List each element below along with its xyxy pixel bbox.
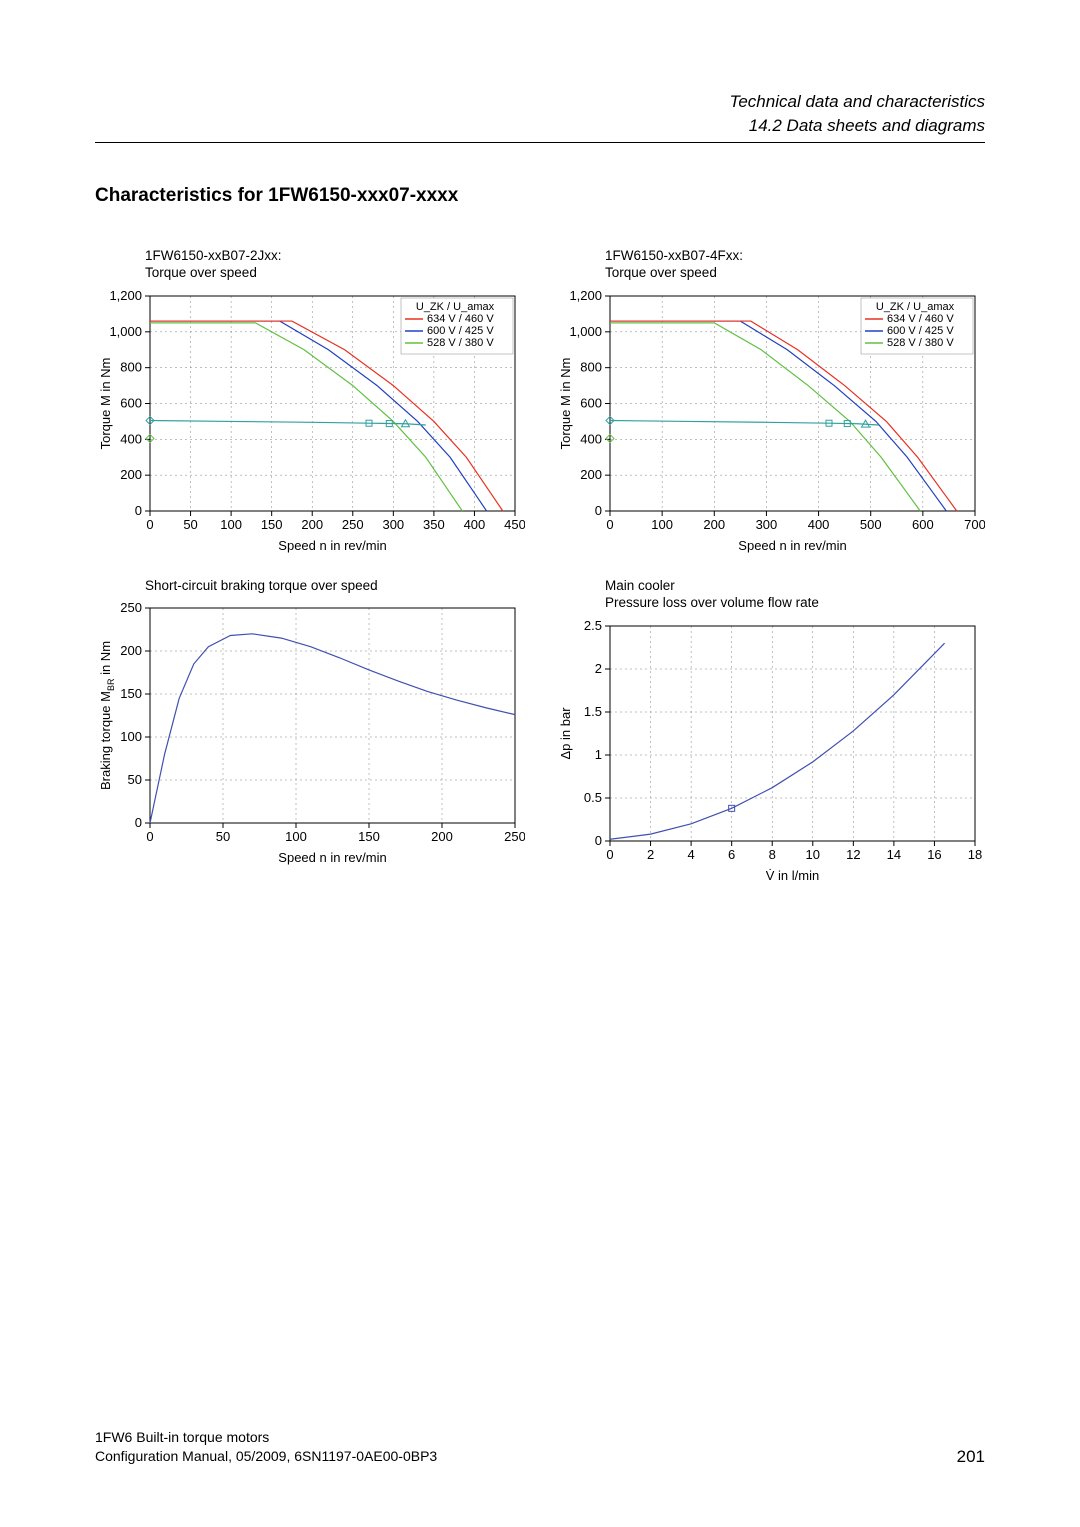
svg-text:800: 800 [580, 359, 602, 374]
svg-text:0: 0 [606, 517, 613, 532]
svg-text:150: 150 [261, 517, 283, 532]
svg-text:0: 0 [146, 829, 153, 844]
svg-text:16: 16 [927, 847, 941, 862]
svg-text:200: 200 [120, 643, 142, 658]
svg-text:200: 200 [580, 467, 602, 482]
svg-text:50: 50 [183, 517, 197, 532]
svg-text:150: 150 [120, 686, 142, 701]
svg-text:600: 600 [912, 517, 934, 532]
svg-text:0: 0 [135, 503, 142, 518]
svg-text:U_ZK / U_amax: U_ZK / U_amax [876, 301, 955, 313]
svg-text:V̇ in l/min: V̇ in l/min [766, 868, 819, 883]
svg-text:Speed n in rev/min: Speed n in rev/min [278, 538, 386, 553]
svg-text:Δp in bar: Δp in bar [558, 706, 573, 759]
chart3-svg: 0 50 100 150 200 250 0 50 100 150 200 250 Speed n in… [95, 598, 525, 868]
svg-text:0: 0 [606, 847, 613, 862]
header-rule [95, 142, 985, 143]
svg-text:0: 0 [595, 833, 602, 848]
svg-text:100: 100 [120, 729, 142, 744]
page-title: Characteristics for 1FW6150-xxx07-xxxx [95, 185, 985, 207]
chart-torque-speed-2j: 1FW6150-xxB07-2Jxx: Torque over speed 0 5… [95, 247, 525, 547]
chart2-title: 1FW6150-xxB07-4Fxx: Torque over speed [605, 247, 985, 282]
svg-text:300: 300 [756, 517, 778, 532]
chart1-title: 1FW6150-xxB07-2Jxx: Torque over speed [145, 247, 525, 282]
svg-text:600: 600 [120, 395, 142, 410]
svg-text:0: 0 [595, 503, 602, 518]
svg-text:2.5: 2.5 [584, 618, 602, 633]
svg-text:250: 250 [504, 829, 525, 844]
svg-text:634 V / 460 V: 634 V / 460 V [427, 313, 494, 325]
svg-text:18: 18 [968, 847, 982, 862]
svg-text:100: 100 [220, 517, 242, 532]
svg-text:200: 200 [431, 829, 453, 844]
chart4-svg: 0 2 4 6 8 10 12 14 16 18 0 0.5 1 1.5 2 2.5 V̇ in l/min Δp… [555, 616, 985, 886]
svg-text:150: 150 [358, 829, 380, 844]
svg-text:100: 100 [285, 829, 307, 844]
chart4-title: Main cooler Pressure loss over volume fl… [605, 577, 985, 612]
svg-text:400: 400 [580, 431, 602, 446]
svg-text:600 V / 425 V: 600 V / 425 V [427, 325, 494, 337]
svg-text:200: 200 [703, 517, 725, 532]
svg-text:0: 0 [146, 517, 153, 532]
svg-text:200: 200 [120, 467, 142, 482]
svg-text:100: 100 [651, 517, 673, 532]
svg-text:6: 6 [728, 847, 735, 862]
svg-text:0.5: 0.5 [584, 790, 602, 805]
svg-text:2: 2 [647, 847, 654, 862]
chart1-svg: 0 50 100 150 200 250 300 350 400 450 0 200 400 600 800… [95, 286, 525, 556]
svg-text:10: 10 [806, 847, 820, 862]
svg-text:4: 4 [687, 847, 694, 862]
page-header: Technical data and characteristics 14.2 … [95, 90, 985, 138]
svg-text:Torque M in Nm: Torque M in Nm [98, 357, 113, 449]
chart-pressure-loss: Main cooler Pressure loss over volume fl… [555, 577, 985, 877]
svg-text:U_ZK / U_amax: U_ZK / U_amax [416, 301, 495, 313]
svg-text:528 V / 380 V: 528 V / 380 V [887, 337, 954, 349]
svg-text:634 V / 460 V: 634 V / 460 V [887, 313, 954, 325]
svg-text:14: 14 [887, 847, 901, 862]
svg-text:400: 400 [464, 517, 486, 532]
charts-grid: 1FW6150-xxB07-2Jxx: Torque over speed 0 5… [95, 247, 985, 877]
svg-text:50: 50 [216, 829, 230, 844]
svg-text:1,200: 1,200 [569, 288, 602, 303]
svg-text:Braking torque MBR in Nm: Braking torque MBR in Nm [98, 641, 116, 790]
svg-text:0: 0 [135, 815, 142, 830]
page-footer: 1FW6 Built-in torque motors Configuratio… [95, 1428, 985, 1467]
svg-text:12: 12 [846, 847, 860, 862]
header-line-2: 14.2 Data sheets and diagrams [95, 114, 985, 138]
svg-text:250: 250 [342, 517, 364, 532]
svg-text:1.5: 1.5 [584, 704, 602, 719]
svg-text:450: 450 [504, 517, 525, 532]
svg-text:700: 700 [964, 517, 985, 532]
svg-text:8: 8 [769, 847, 776, 862]
svg-text:600: 600 [580, 395, 602, 410]
svg-text:50: 50 [128, 772, 142, 787]
svg-text:1,000: 1,000 [569, 324, 602, 339]
footer-left: 1FW6 Built-in torque motors Configuratio… [95, 1428, 437, 1467]
svg-text:250: 250 [120, 600, 142, 615]
chart-torque-speed-4f: 1FW6150-xxB07-4Fxx: Torque over speed 0 1… [555, 247, 985, 547]
svg-text:200: 200 [301, 517, 323, 532]
chart3-title: Short-circuit braking torque over speed [145, 577, 525, 595]
header-line-1: Technical data and characteristics [95, 90, 985, 114]
chart-braking-torque: Short-circuit braking torque over speed … [95, 577, 525, 877]
svg-text:400: 400 [120, 431, 142, 446]
svg-text:Torque M in Nm: Torque M in Nm [558, 357, 573, 449]
svg-text:600 V / 425 V: 600 V / 425 V [887, 325, 954, 337]
page-number: 201 [957, 1447, 985, 1467]
svg-text:1,200: 1,200 [109, 288, 142, 303]
svg-text:Speed n in rev/min: Speed n in rev/min [738, 538, 846, 553]
svg-text:500: 500 [860, 517, 882, 532]
svg-text:300: 300 [382, 517, 404, 532]
chart2-svg: 0 100 200 300 400 500 600 700 0 200 400 600 800 1,000… [555, 286, 985, 556]
svg-text:Speed n in rev/min: Speed n in rev/min [278, 850, 386, 865]
svg-text:350: 350 [423, 517, 445, 532]
svg-text:800: 800 [120, 359, 142, 374]
svg-text:1,000: 1,000 [109, 324, 142, 339]
svg-text:2: 2 [595, 661, 602, 676]
svg-text:528 V / 380 V: 528 V / 380 V [427, 337, 494, 349]
svg-text:1: 1 [595, 747, 602, 762]
svg-text:400: 400 [808, 517, 830, 532]
